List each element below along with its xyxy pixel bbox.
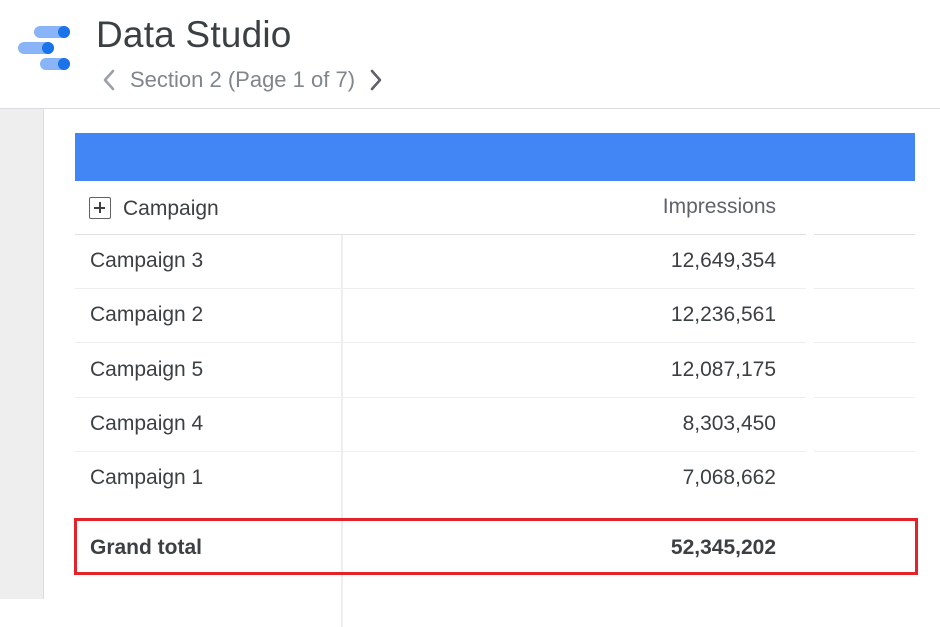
- data-studio-logo-icon[interactable]: [18, 24, 74, 76]
- grand-total-row: Grand total 52,345,202: [75, 521, 915, 575]
- row-divider: [814, 451, 915, 452]
- row-divider: [814, 397, 915, 398]
- table-row[interactable]: Campaign 5 12,087,175: [75, 344, 915, 398]
- header-divider: [814, 234, 915, 235]
- impressions-cell: 7,068,662: [682, 466, 776, 489]
- report-canvas: [44, 109, 940, 599]
- campaign-name-cell: Campaign 1: [90, 466, 204, 489]
- page-indicator: Section 2 (Page 1 of 7): [130, 67, 356, 92]
- impressions-cell: 12,236,561: [670, 303, 776, 326]
- row-divider: [75, 451, 806, 452]
- campaign-name-cell: Campaign 3: [90, 249, 204, 272]
- campaign-name-cell: Campaign 4: [90, 412, 204, 435]
- grand-total-value: 52,345,202: [670, 536, 776, 559]
- impressions-cell: 12,649,354: [670, 249, 776, 272]
- app-header: Data Studio Section 2 (Page 1 of 7): [0, 0, 940, 109]
- chevron-right-icon[interactable]: [365, 64, 387, 96]
- table-row[interactable]: Campaign 4 8,303,450: [75, 398, 915, 452]
- table-row[interactable]: Campaign 1 7,068,662: [75, 452, 915, 506]
- page-navigator: Section 2 (Page 1 of 7): [98, 64, 387, 96]
- table-row[interactable]: Campaign 3 12,649,354: [75, 235, 915, 289]
- row-divider: [75, 288, 806, 289]
- table-row[interactable]: Campaign 2 12,236,561: [75, 289, 915, 343]
- grand-total-label: Grand total: [90, 536, 203, 559]
- row-divider: [75, 342, 806, 343]
- plus-box-icon[interactable]: [89, 197, 111, 219]
- campaign-name-cell: Campaign 2: [90, 303, 204, 326]
- left-rail: [0, 109, 44, 599]
- column-header-campaign[interactable]: Campaign: [123, 197, 219, 220]
- table-header-band: [75, 133, 915, 181]
- impressions-cell: 12,087,175: [670, 358, 776, 381]
- app-title: Data Studio: [96, 14, 292, 55]
- campaign-name-cell: Campaign 5: [90, 358, 204, 381]
- column-divider: [341, 235, 343, 627]
- row-divider: [814, 342, 915, 343]
- table-header-row: Campaign Impressions: [75, 181, 915, 235]
- impressions-cell: 8,303,450: [682, 412, 776, 435]
- chevron-left-icon[interactable]: [98, 64, 120, 96]
- column-header-impressions[interactable]: Impressions: [662, 195, 776, 218]
- row-divider: [75, 397, 806, 398]
- row-divider: [814, 288, 915, 289]
- header-divider: [75, 234, 806, 235]
